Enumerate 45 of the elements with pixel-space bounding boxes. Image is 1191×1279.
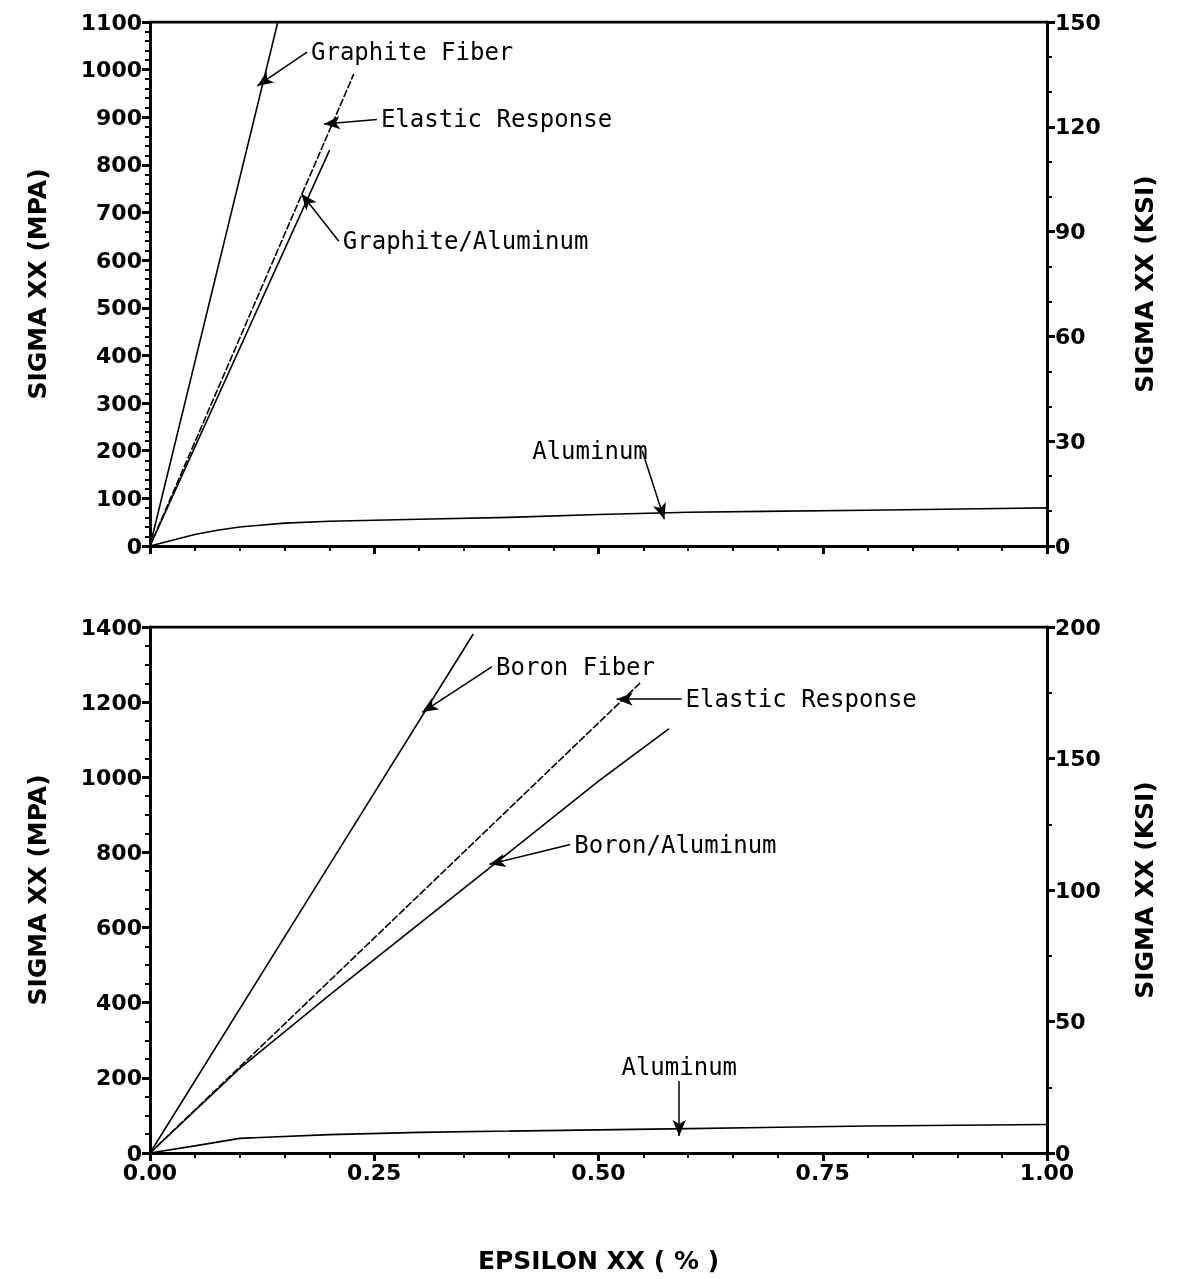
y2-tick-label: 50 xyxy=(1055,1009,1086,1034)
y-tick-label: 200 xyxy=(96,1065,142,1091)
annotation: Graphite Fiber xyxy=(311,38,514,67)
y2-axis-title: SIGMA XX (KSI) xyxy=(1130,175,1159,393)
y-tick-label: 1000 xyxy=(80,57,142,83)
y2-tick-label: 150 xyxy=(1055,746,1101,771)
y-tick-label: 900 xyxy=(96,104,142,130)
x-axis-title: EPSILON XX ( % ) xyxy=(477,1246,720,1275)
x-tick-label: 0.50 xyxy=(571,1159,626,1185)
annotation: Aluminum xyxy=(532,436,648,465)
y2-axis-title: SIGMA XX (KSI) xyxy=(1130,781,1159,999)
y2-tick-label: 200 xyxy=(1055,614,1101,640)
x-tick-label: 0.75 xyxy=(795,1159,850,1185)
y-tick-label: 100 xyxy=(96,485,142,511)
y2-tick-label: 60 xyxy=(1055,323,1086,349)
y2-tick-label: 100 xyxy=(1055,877,1101,903)
y-tick-label: 0 xyxy=(126,533,142,559)
annotation: Aluminum xyxy=(621,1052,738,1081)
y-tick-label: 700 xyxy=(96,200,142,226)
y2-tick-label: 120 xyxy=(1055,114,1101,140)
y2-tick-label: 30 xyxy=(1055,428,1086,454)
y2-tick-label: 150 xyxy=(1055,9,1101,35)
y-tick-label: 1200 xyxy=(80,689,142,715)
y-axis-title: SIGMA XX (MPA) xyxy=(23,774,52,1006)
y-tick-label: 300 xyxy=(96,390,142,416)
y-tick-label: 200 xyxy=(96,438,142,464)
annotation: Elastic Response xyxy=(685,685,917,714)
x-tick-label: 0.25 xyxy=(347,1159,402,1185)
y-tick-label: 800 xyxy=(96,152,142,178)
y-tick-label: 1000 xyxy=(80,764,142,790)
annotation: Elastic Response xyxy=(380,105,613,134)
y-tick-label: 800 xyxy=(96,839,142,865)
y-tick-label: 400 xyxy=(96,342,142,368)
annotation: Graphite/Aluminum xyxy=(342,227,589,256)
y2-tick-label: 90 xyxy=(1055,219,1086,245)
y-axis-title: SIGMA XX (MPA) xyxy=(23,168,52,400)
y2-tick-label: 0 xyxy=(1055,533,1071,559)
annotation: Boron/Aluminum xyxy=(574,830,777,859)
annotation: Boron Fiber xyxy=(496,652,656,681)
y-tick-label: 1100 xyxy=(80,9,142,35)
y-tick-label: 600 xyxy=(96,247,142,273)
y-tick-label: 600 xyxy=(96,915,142,941)
y-tick-label: 1400 xyxy=(80,614,142,640)
y-tick-label: 500 xyxy=(96,295,142,321)
y-tick-label: 400 xyxy=(96,990,142,1016)
